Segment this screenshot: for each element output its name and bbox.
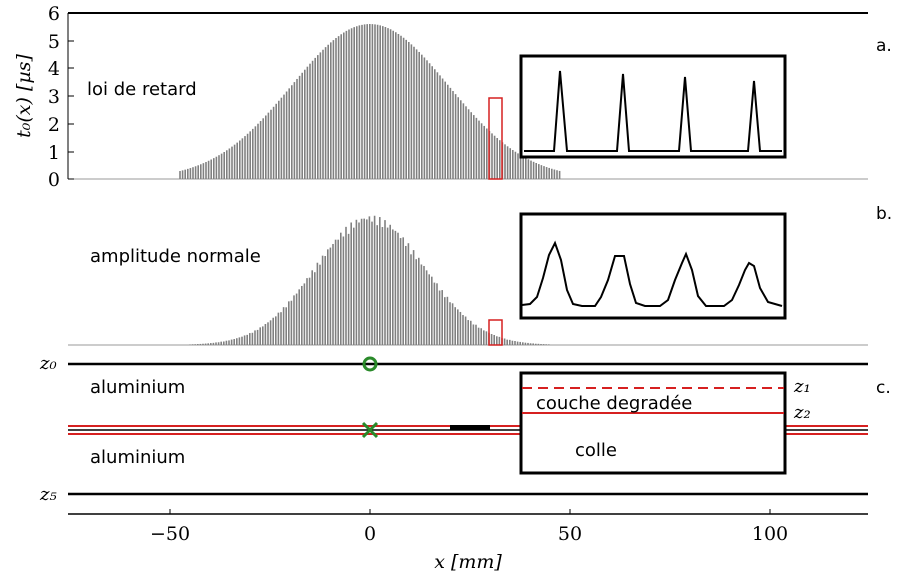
- panel-c-layer-top: aluminium: [90, 377, 185, 398]
- x-tick-label: 100: [752, 523, 788, 545]
- panel-c-black-segment: [450, 425, 490, 430]
- panel-c: z₀ aluminium aluminium z₅ couche degradé…: [39, 353, 891, 505]
- panel-a-ylabel: t₀(x) [µs]: [13, 54, 35, 138]
- panel-a-label: loi de retard: [87, 79, 197, 100]
- x-tick-label: 50: [558, 523, 582, 545]
- panel-a-ytick-label: 3: [48, 86, 60, 108]
- panel-b-tag: b.: [876, 204, 892, 224]
- panel-b-zoom-inset: [519, 212, 787, 320]
- panel-c-degraded-label: couche degradée: [536, 393, 692, 414]
- panel-b-bars: [189, 215, 550, 345]
- panel-c-zoom-inset: [519, 371, 787, 475]
- panel-a-ytick-label: 0: [48, 169, 60, 191]
- receiver-cross-marker: [361, 421, 379, 439]
- panel-a-ytick-label: 1: [48, 142, 60, 164]
- panel-a-highlight-box: [488, 97, 503, 180]
- panel-c-z5-label: z₅: [39, 484, 57, 505]
- panel-b-label: amplitude normale: [90, 246, 261, 267]
- x-tick-label: 0: [364, 523, 376, 545]
- x-tick-label: −50: [150, 523, 190, 545]
- panel-a: 0 1 2 3 4 5 6 t₀(x) [µs] loi de retard a…: [13, 3, 892, 191]
- panel-b-zoom-curve: [521, 240, 783, 307]
- panel-a-bars: [179, 24, 561, 179]
- panel-c-z0-label: z₀: [39, 353, 57, 374]
- x-axis-label: x [mm]: [434, 551, 502, 573]
- panel-a-ytick-label: 2: [48, 114, 60, 136]
- source-circle-marker: [362, 356, 378, 372]
- panel-a-ytick-label: 4: [48, 58, 60, 80]
- panel-c-tag: c.: [876, 378, 891, 398]
- x-axis: −50 0 50 100 x [mm]: [68, 509, 868, 573]
- panel-a-zoom-inset: [519, 54, 787, 159]
- panel-a-tag: a.: [876, 36, 892, 56]
- panel-a-ytick-marks: [68, 12, 74, 180]
- panel-a-ytick-label: 6: [48, 3, 60, 25]
- panel-a-ytick-label: 5: [48, 31, 60, 53]
- panel-b: amplitude normale b.: [68, 204, 892, 346]
- panel-c-glue-label: colle: [575, 440, 617, 461]
- panel-a-zoom-curve: [524, 70, 782, 152]
- panel-c-z1-label: z₁: [793, 376, 811, 397]
- panel-b-highlight-box: [488, 319, 503, 346]
- panel-c-layer-bottom: aluminium: [90, 447, 185, 468]
- x-axis-tick-marks: [169, 509, 771, 514]
- panel-c-z2-label: z₂: [793, 402, 811, 423]
